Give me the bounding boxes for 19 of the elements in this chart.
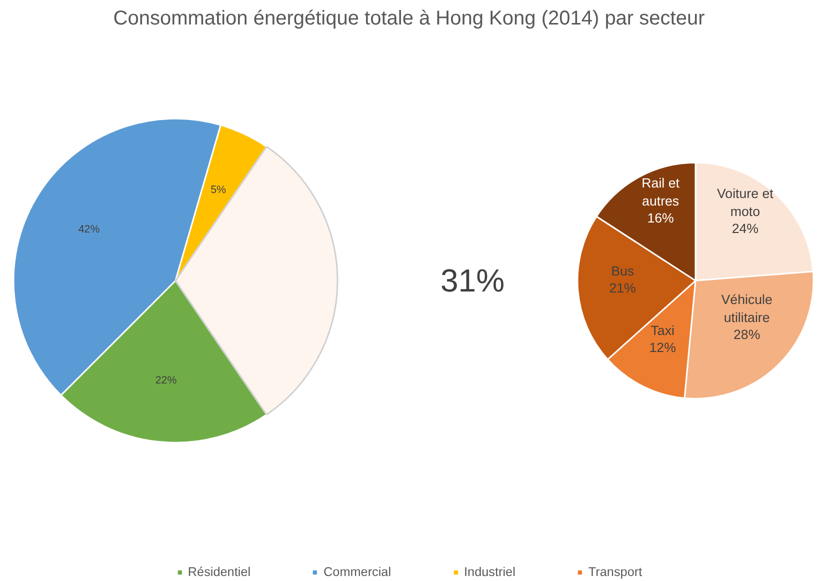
chart-title: Consommation énergétique totale à Hong Kong (2014) par secteur	[113, 8, 706, 30]
slice-label: Véhicule utilitaire	[721, 292, 772, 325]
data-label: 22%	[155, 374, 178, 387]
legend-label: Transport	[588, 565, 642, 579]
data-label: 16%	[647, 210, 674, 226]
legend-label: Commercial	[324, 565, 392, 579]
data-label: 28%	[733, 326, 760, 342]
data-label: 24%	[732, 220, 759, 236]
slice-label: Bus	[611, 263, 634, 278]
data-label: 42%	[78, 224, 100, 236]
slice-label: Taxi	[650, 322, 674, 338]
data-label: 12%	[649, 340, 676, 355]
legend-label: Résidentiel	[188, 565, 251, 579]
data-label: 21%	[609, 280, 636, 296]
data-label: 31%	[440, 262, 505, 299]
slice-label: Voiture et moto	[717, 186, 774, 219]
legend-label: Industriel	[464, 565, 516, 579]
data-label: 5%	[210, 184, 226, 196]
slice-label: Rail et autres	[642, 175, 680, 208]
